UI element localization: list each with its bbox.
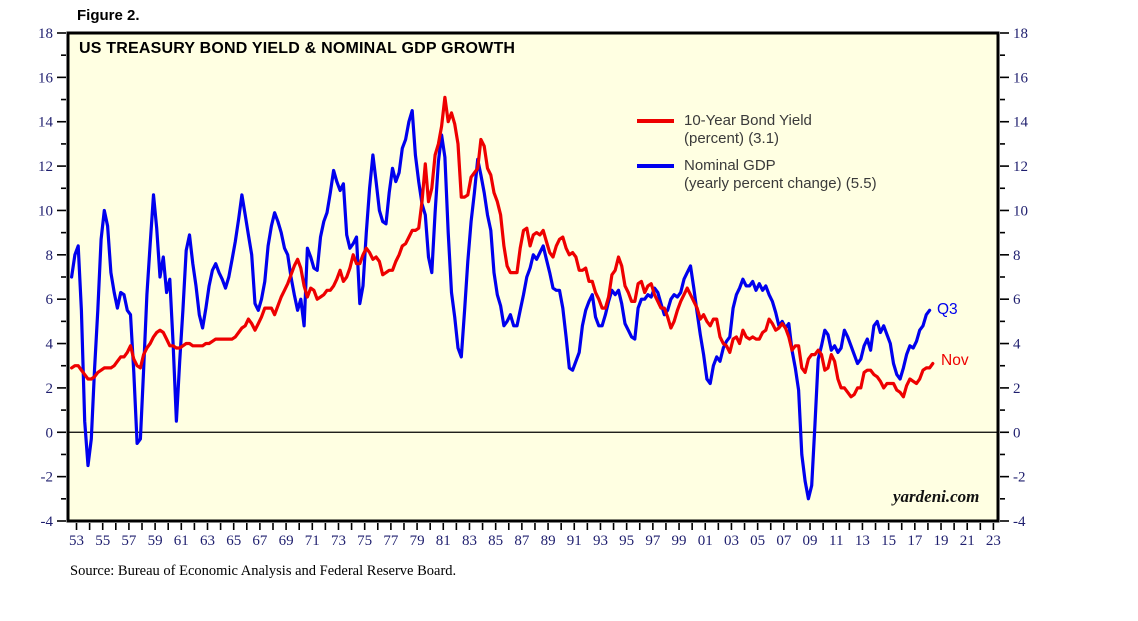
gdp-line-end-label: Q3 — [937, 301, 958, 318]
axis-tick-label: 17 — [907, 533, 923, 549]
axis-tick-label: 83 — [462, 533, 477, 549]
legend-entry-nominal-gdp: Nominal GDP (yearly percent change) (5.5… — [637, 157, 877, 193]
axis-tick-label: 71 — [305, 533, 320, 549]
axis-tick-label: 61 — [174, 533, 189, 549]
plot-background — [68, 33, 998, 521]
axis-tick-label: 16 — [38, 70, 54, 86]
axis-tick-label: 89 — [541, 533, 556, 549]
axis-tick-label: 13 — [855, 533, 870, 549]
bond-yield-line-swatch — [637, 119, 674, 123]
axis-tick-label: 55 — [95, 533, 110, 549]
axis-tick-label: 59 — [148, 533, 163, 549]
axis-tick-label: -2 — [41, 470, 54, 486]
axis-tick-label: 69 — [279, 533, 294, 549]
axis-tick-label: 2 — [46, 381, 54, 397]
watermark-yardeni: yardeni.com — [893, 487, 980, 506]
axis-tick-label: 57 — [121, 533, 137, 549]
nominal-gdp-line-swatch — [637, 164, 674, 168]
axis-tick-label: 2 — [1013, 381, 1021, 397]
axis-tick-label: 19 — [934, 533, 949, 549]
axis-tick-label: 79 — [410, 533, 425, 549]
axis-tick-label: 14 — [1013, 115, 1029, 131]
axis-tick-label: 67 — [252, 533, 268, 549]
axis-tick-label: 4 — [46, 337, 54, 353]
axis-tick-label: 87 — [514, 533, 530, 549]
axis-tick-label: 97 — [645, 533, 661, 549]
axis-tick-label: 93 — [593, 533, 608, 549]
legend: 10-Year Bond Yield (percent) (3.1) Nomin… — [637, 112, 877, 202]
axis-tick-label: 11 — [829, 533, 843, 549]
axis-tick-label: 10 — [38, 203, 53, 219]
axis-tick-label: 05 — [750, 533, 765, 549]
chart-title: US TREASURY BOND YIELD & NOMINAL GDP GRO… — [79, 40, 516, 57]
axis-tick-label: 03 — [724, 533, 739, 549]
axis-tick-label: 10 — [1013, 203, 1028, 219]
plot-border — [66, 31, 1000, 523]
source-note: Source: Bureau of Economic Analysis and … — [70, 563, 457, 579]
legend-nominal-gdp-name: Nominal GDP — [684, 157, 776, 174]
figure-label: Figure 2. — [77, 7, 140, 24]
axis-tick-label: 14 — [38, 115, 54, 131]
axis-tick-label: 65 — [226, 533, 241, 549]
axis-tick-label: -4 — [41, 514, 54, 530]
bond-yield-line — [70, 95, 935, 399]
axis-tick-label: 0 — [1013, 425, 1021, 441]
axis-tick-label: 91 — [567, 533, 582, 549]
legend-bond-yield-value: (percent) (3.1) — [684, 130, 780, 147]
axis-tick-label: -2 — [1013, 470, 1026, 486]
axis-tick-label: 12 — [1013, 159, 1028, 175]
axis-tick-label: 18 — [1013, 26, 1028, 42]
axis-tick-label: -4 — [1013, 514, 1026, 530]
axis-tick-label: 15 — [881, 533, 896, 549]
axis-tick-label: 77 — [383, 533, 399, 549]
axis-tick-label: 85 — [488, 533, 503, 549]
bond-line-end-label: Nov — [941, 352, 969, 369]
axis-tick-label: 63 — [200, 533, 215, 549]
axis-tick-label: 8 — [1013, 248, 1021, 264]
axis-tick-label: 6 — [1013, 292, 1021, 308]
axis-tick-label: 21 — [960, 533, 975, 549]
axis-tick-label: 8 — [46, 248, 54, 264]
legend-entry-bond-yield: 10-Year Bond Yield (percent) (3.1) — [637, 112, 877, 148]
axis-tick-label: 73 — [331, 533, 346, 549]
axis-tick-label: 07 — [776, 533, 792, 549]
legend-nominal-gdp-value: (yearly percent change) (5.5) — [684, 175, 877, 192]
axis-tick-label: 53 — [69, 533, 84, 549]
axis-tick-label: 0 — [46, 425, 54, 441]
axis-tick-label: 09 — [803, 533, 818, 549]
axis-tick-label: 75 — [357, 533, 372, 549]
axis-tick-label: 6 — [46, 292, 54, 308]
axis-tick-label: 4 — [1013, 337, 1021, 353]
axis-tick-label: 01 — [698, 533, 713, 549]
axis-tick-label: 18 — [38, 26, 53, 42]
nominal-gdp-line — [70, 109, 932, 501]
axis-tick-label: 23 — [986, 533, 1001, 549]
axis-tick-label: 99 — [672, 533, 687, 549]
axis-tick-label: 16 — [1013, 70, 1029, 86]
axis-tick-label: 81 — [436, 533, 451, 549]
legend-bond-yield-name: 10-Year Bond Yield — [684, 112, 812, 129]
axis-tick-label: 12 — [38, 159, 53, 175]
axis-tick-label: 95 — [619, 533, 634, 549]
